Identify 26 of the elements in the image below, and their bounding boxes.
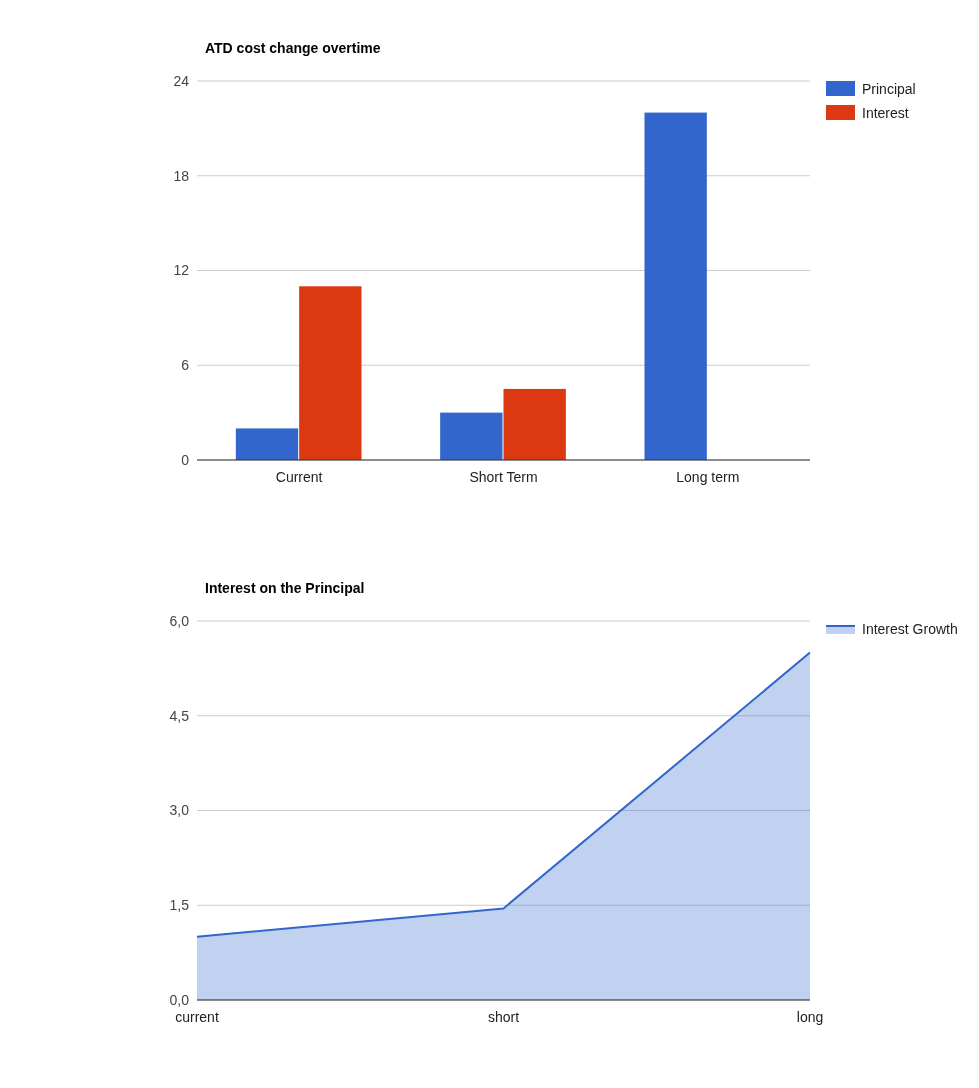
x-tick-label: Short Term [469, 469, 538, 485]
y-tick-label: 18 [173, 167, 190, 184]
x-tick-label: Long term [676, 469, 740, 485]
legend-label: Interest [862, 104, 909, 121]
bar [299, 286, 362, 460]
y-tick-label: 1,5 [169, 897, 190, 914]
x-tick-label: Current [275, 469, 323, 485]
y-tick-label: 4,5 [169, 707, 190, 724]
x-tick-label: long [796, 1009, 824, 1025]
chart-title: Interest on the Principal [205, 580, 365, 596]
legend-label: Interest Growth [862, 620, 958, 637]
bar [235, 428, 299, 460]
bar [440, 412, 503, 460]
y-tick-label: 0 [181, 451, 190, 468]
legend-label: Principal [862, 80, 916, 97]
y-tick-label: 12 [173, 262, 190, 279]
y-tick-label: 0,0 [169, 991, 190, 1008]
y-tick-label: 3,0 [169, 802, 190, 819]
y-tick-label: 6 [181, 357, 190, 374]
y-tick-label: 24 [173, 72, 190, 89]
bar [503, 388, 566, 460]
chart-title: ATD cost change overtime [205, 40, 381, 56]
y-tick-label: 6,0 [169, 612, 190, 629]
x-tick-label: short [487, 1009, 520, 1025]
bar [644, 112, 707, 460]
x-tick-label: current [175, 1009, 219, 1025]
